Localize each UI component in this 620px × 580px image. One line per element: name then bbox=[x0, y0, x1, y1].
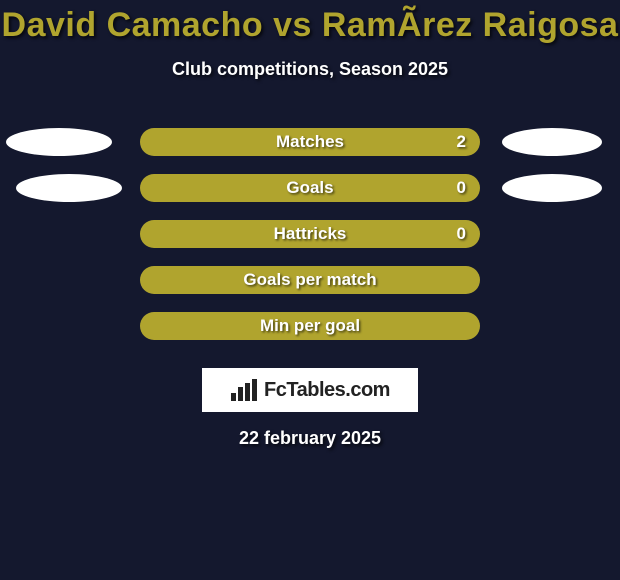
left-ellipse bbox=[16, 174, 122, 202]
stat-row-min-per-goal: Min per goal bbox=[0, 312, 620, 340]
bars-icon bbox=[230, 379, 258, 401]
stat-label: Goals per match bbox=[243, 270, 376, 290]
logo-box: FcTables.com bbox=[202, 368, 418, 412]
stat-bar: Goals per match bbox=[140, 266, 480, 294]
stat-label: Min per goal bbox=[260, 316, 360, 336]
stat-label: Matches bbox=[276, 132, 344, 152]
stat-bar: Min per goal bbox=[140, 312, 480, 340]
stat-value: 0 bbox=[457, 178, 466, 198]
stat-bar: Matches 2 bbox=[140, 128, 480, 156]
stats-rows: Matches 2 Goals 0 Hattricks 0 Goals per … bbox=[0, 128, 620, 340]
right-ellipse bbox=[502, 174, 602, 202]
stat-label: Goals bbox=[286, 178, 333, 198]
stat-bar: Hattricks 0 bbox=[140, 220, 480, 248]
stat-value: 2 bbox=[457, 132, 466, 152]
stats-card: David Camacho vs RamÃ­rez Raigosa Club c… bbox=[0, 0, 620, 580]
stat-value: 0 bbox=[457, 224, 466, 244]
stat-label: Hattricks bbox=[274, 224, 347, 244]
stat-bar: Goals 0 bbox=[140, 174, 480, 202]
left-ellipse bbox=[6, 128, 112, 156]
footer-date: 22 february 2025 bbox=[0, 428, 620, 449]
page-title: David Camacho vs RamÃ­rez Raigosa bbox=[0, 0, 620, 45]
stat-row-matches: Matches 2 bbox=[0, 128, 620, 156]
stat-row-goals-per-match: Goals per match bbox=[0, 266, 620, 294]
stat-row-goals: Goals 0 bbox=[0, 174, 620, 202]
stat-row-hattricks: Hattricks 0 bbox=[0, 220, 620, 248]
right-ellipse bbox=[502, 128, 602, 156]
subtitle: Club competitions, Season 2025 bbox=[0, 59, 620, 80]
logo-text: FcTables.com bbox=[264, 379, 390, 402]
